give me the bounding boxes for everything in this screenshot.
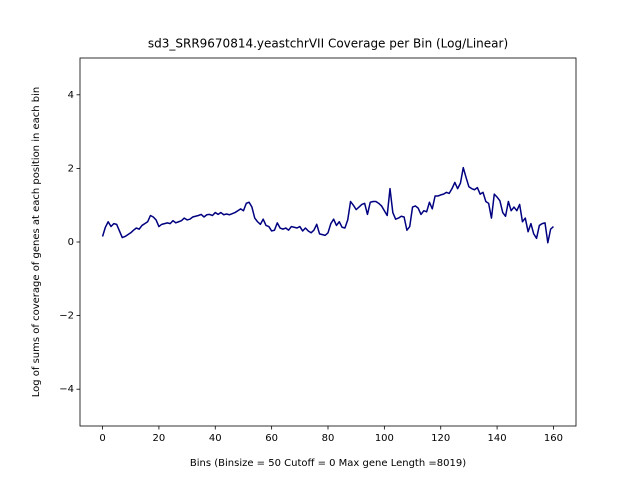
x-tick-label: 40 <box>209 433 222 444</box>
y-tick-label: 4 <box>68 90 74 101</box>
y-tick-label: −4 <box>59 384 74 395</box>
x-tick-label: 20 <box>153 433 166 444</box>
line-series <box>101 166 554 244</box>
x-axis-label: Bins (Binsize = 50 Cutoff = 0 Max gene L… <box>190 458 466 469</box>
x-tick-label: 100 <box>375 433 394 444</box>
plot-frame <box>79 57 577 427</box>
x-tick-label: 160 <box>544 433 563 444</box>
y-tick-label: 2 <box>68 163 74 174</box>
x-tick-label: 60 <box>265 433 278 444</box>
x-tick-label: 0 <box>99 433 105 444</box>
chart-title: sd3_SRR9670814.yeastchrVII Coverage per … <box>148 37 508 51</box>
y-axis-label: Log of sums of coverage of genes at each… <box>31 87 42 398</box>
y-tick-label: −2 <box>59 311 74 322</box>
x-tick-label: 80 <box>322 433 335 444</box>
y-tick-label: 0 <box>68 237 74 248</box>
x-tick-label: 140 <box>488 433 507 444</box>
x-tick-label: 120 <box>431 433 450 444</box>
